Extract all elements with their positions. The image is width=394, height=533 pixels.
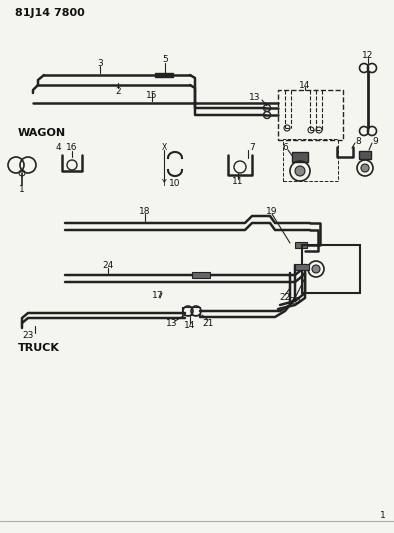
Text: 2: 2 xyxy=(115,86,121,95)
Text: 1: 1 xyxy=(380,511,386,520)
Text: 21: 21 xyxy=(202,319,214,327)
Text: 11: 11 xyxy=(232,176,244,185)
Text: 12: 12 xyxy=(362,51,374,60)
Circle shape xyxy=(295,166,305,176)
Text: 13: 13 xyxy=(166,319,178,327)
Bar xyxy=(302,245,360,293)
Bar xyxy=(278,90,343,140)
Text: 22: 22 xyxy=(279,294,291,303)
Text: 23: 23 xyxy=(22,332,33,341)
Text: 6: 6 xyxy=(282,143,288,152)
Text: 17: 17 xyxy=(152,290,164,300)
Text: 16: 16 xyxy=(66,143,78,152)
Text: 19: 19 xyxy=(266,206,278,215)
Bar xyxy=(295,264,309,270)
Text: 13: 13 xyxy=(249,93,261,102)
Text: X: X xyxy=(162,143,167,152)
Bar xyxy=(155,73,173,77)
Text: 18: 18 xyxy=(139,206,151,215)
Text: 81J14 7800: 81J14 7800 xyxy=(15,8,85,18)
Text: 4: 4 xyxy=(55,143,61,152)
Text: 5: 5 xyxy=(162,55,168,64)
Text: 3: 3 xyxy=(97,59,103,68)
Text: 8: 8 xyxy=(355,136,361,146)
Text: 10: 10 xyxy=(169,179,181,188)
Bar xyxy=(283,139,338,181)
Circle shape xyxy=(312,265,320,273)
Bar xyxy=(359,151,371,159)
Text: 14: 14 xyxy=(184,320,196,329)
Text: 20: 20 xyxy=(289,296,301,305)
Text: Y: Y xyxy=(162,179,166,188)
Bar xyxy=(295,242,307,248)
Text: 7: 7 xyxy=(249,143,255,152)
Text: TRUCK: TRUCK xyxy=(18,343,60,353)
Text: WAGON: WAGON xyxy=(18,128,66,138)
Text: 14: 14 xyxy=(299,80,311,90)
Text: 1: 1 xyxy=(19,184,25,193)
Bar xyxy=(292,152,308,162)
Bar xyxy=(182,307,200,315)
Text: 9: 9 xyxy=(372,136,378,146)
Circle shape xyxy=(361,164,369,172)
Text: 15: 15 xyxy=(146,92,158,101)
Bar xyxy=(192,272,210,278)
Text: 24: 24 xyxy=(102,261,113,270)
